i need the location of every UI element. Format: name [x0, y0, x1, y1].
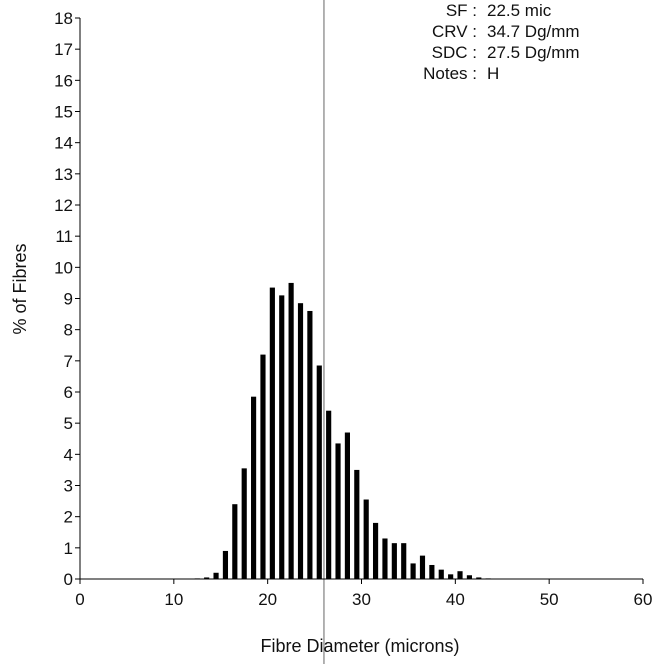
- x-tick-label: 60: [634, 590, 653, 609]
- x-tick-label: 50: [540, 590, 559, 609]
- x-tick-label: 0: [75, 590, 84, 609]
- stats-value: 34.7 Dg/mm: [487, 22, 580, 41]
- histogram-bar: [326, 410, 332, 579]
- histogram-bars: [194, 282, 491, 580]
- stats-value: 22.5 mic: [487, 1, 552, 20]
- y-tick-label: 1: [64, 539, 73, 558]
- x-tick-label: 40: [446, 590, 465, 609]
- histogram-bar: [232, 504, 238, 579]
- stats-value: 27.5 Dg/mm: [487, 43, 580, 62]
- fibre-stats-panel: SF : 22.5 mic CRV : 34.7 Dg/mm SDC : 27.5 Dg/…: [423, 1, 579, 83]
- histogram-bar: [401, 543, 407, 579]
- stats-label: SDC :: [432, 43, 477, 62]
- y-tick-label: 4: [64, 445, 73, 464]
- x-tick-label: 30: [352, 590, 371, 609]
- histogram-bar: [213, 572, 219, 579]
- histogram-bar: [448, 574, 454, 579]
- y-tick-label: 16: [54, 71, 73, 90]
- histogram-bar: [457, 571, 463, 579]
- y-tick-label: 5: [64, 414, 73, 433]
- x-tick-label: 10: [164, 590, 183, 609]
- y-tick-label: 11: [55, 227, 73, 246]
- histogram-bar: [269, 287, 275, 579]
- x-tick-label: 20: [258, 590, 277, 609]
- y-tick-label: 15: [54, 103, 73, 122]
- histogram-bar: [316, 365, 322, 579]
- y-tick-label: 2: [64, 508, 73, 527]
- y-tick-label: 3: [64, 477, 73, 496]
- histogram-bar: [410, 563, 416, 579]
- histogram-bar: [429, 564, 435, 579]
- histogram-bar: [288, 282, 294, 579]
- histogram-bar: [279, 295, 285, 579]
- histogram-bar: [307, 310, 313, 579]
- histogram-bar: [204, 577, 210, 579]
- stats-value: H: [487, 64, 499, 83]
- histogram-bar: [251, 396, 257, 579]
- y-tick-label: 7: [64, 352, 73, 371]
- histogram-bar: [344, 432, 350, 579]
- y-axis-title: % of Fibres: [10, 243, 30, 334]
- histogram-bar: [363, 499, 369, 579]
- histogram-bar: [335, 443, 341, 579]
- y-tick-label: 12: [54, 196, 73, 215]
- histogram-bar: [382, 538, 388, 579]
- y-tick-label: 14: [54, 134, 73, 153]
- histogram-bar: [419, 555, 426, 580]
- histogram-bar: [391, 543, 397, 579]
- stats-label: CRV :: [432, 22, 477, 41]
- y-tick-label: 9: [64, 290, 73, 309]
- x-axis-ticks: 0 10 20 30 40 50 60: [75, 579, 652, 609]
- y-tick-label: 8: [64, 321, 73, 340]
- y-tick-label: 0: [64, 570, 73, 589]
- y-tick-label: 13: [54, 165, 73, 184]
- stats-label: Notes :: [423, 64, 477, 83]
- histogram-bar: [222, 550, 229, 579]
- histogram-bar: [466, 575, 472, 579]
- histogram-bar: [438, 569, 444, 579]
- histogram-bar: [476, 577, 482, 579]
- y-tick-label: 10: [54, 258, 73, 277]
- stats-label: SF :: [446, 1, 477, 20]
- histogram-bar: [241, 468, 247, 579]
- histogram-bar: [260, 354, 266, 579]
- x-axis-title: Fibre Diameter (microns): [260, 636, 459, 656]
- histogram-bar: [354, 469, 360, 579]
- histogram-bar: [297, 303, 304, 579]
- y-tick-label: 6: [64, 383, 73, 402]
- y-tick-label: 18: [54, 9, 73, 28]
- y-tick-label: 17: [54, 40, 73, 59]
- histogram-bar: [372, 522, 379, 579]
